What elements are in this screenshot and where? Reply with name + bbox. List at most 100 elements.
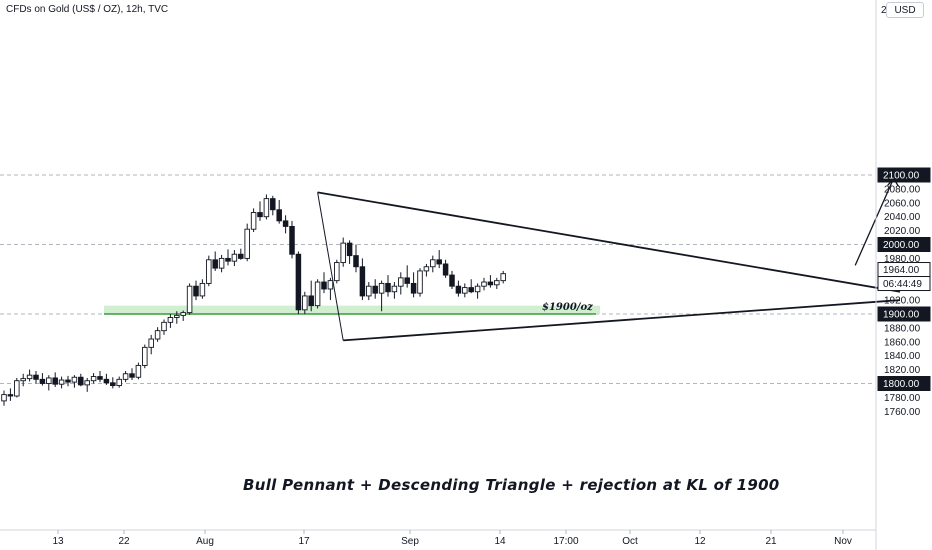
candle-down <box>52 377 58 385</box>
price-label-box <box>877 167 931 183</box>
candle-up <box>84 380 90 386</box>
key-level-label: $1900/oz <box>542 302 593 313</box>
candle-up <box>135 364 142 378</box>
support-zone-band <box>104 305 600 314</box>
triangle-left-edge <box>317 192 344 341</box>
candle-up <box>327 280 334 290</box>
candle-down <box>436 259 442 265</box>
price-label-text: 1800.00 <box>883 379 920 390</box>
candle-up <box>174 314 180 318</box>
candle-up <box>161 321 167 332</box>
candle-up <box>244 228 250 259</box>
candle-down <box>110 382 116 387</box>
candle-up <box>186 285 193 314</box>
price-label-text: 2000.00 <box>883 240 920 251</box>
price-label-text: 06:44:49 <box>883 279 922 290</box>
candle-up <box>206 259 212 284</box>
candle-up <box>494 280 500 286</box>
candle-up <box>116 378 122 387</box>
price-label-text: 2100.00 <box>883 171 920 182</box>
candle-down <box>308 295 314 307</box>
candle-down <box>321 281 327 290</box>
price-tick-label: 1780.00 <box>884 393 921 404</box>
time-tick-label: 12 <box>694 536 706 547</box>
candle-up <box>199 282 206 297</box>
candlesticks <box>1 194 506 406</box>
candle-up <box>142 346 148 366</box>
candle-up <box>71 376 78 383</box>
candle-down <box>103 378 110 384</box>
time-tick-label: 22 <box>118 536 130 547</box>
candle-up <box>14 380 20 397</box>
price-tick-label: 1760.00 <box>884 407 921 418</box>
candle-up <box>154 330 161 340</box>
candle-up <box>462 287 468 294</box>
candle-up <box>366 285 372 297</box>
candle-down <box>442 263 449 276</box>
candle-down <box>270 198 276 211</box>
price-label-box <box>877 306 931 322</box>
price-label-text: 1964.00 <box>883 265 920 276</box>
candle-up <box>218 257 225 269</box>
time-tick-label: Sep <box>401 536 419 547</box>
candle-down <box>193 285 199 297</box>
candle-up <box>58 379 65 385</box>
candle-down <box>97 376 103 380</box>
candle-up <box>302 295 308 311</box>
price-axis[interactable]: 1760.00 1780.00 1800.00 1820.00 1840.00 1860.… <box>875 0 931 550</box>
price-tick-label: 1840.00 <box>884 351 921 362</box>
candle-down <box>410 282 417 294</box>
time-tick-label: Oct <box>622 536 638 547</box>
candle-up <box>26 374 33 380</box>
candle-up <box>231 253 238 262</box>
candle-down <box>449 274 455 287</box>
candle-up <box>263 198 270 218</box>
candle-down <box>455 285 462 294</box>
price-tick-label: 2020.00 <box>884 226 921 237</box>
price-tick-label: 2080.00 <box>884 184 921 195</box>
price-label-box <box>877 276 931 292</box>
time-tick-label: 14 <box>494 536 506 547</box>
candle-down <box>359 266 366 297</box>
candle-down <box>372 285 378 294</box>
candle-up <box>250 212 257 230</box>
price-tick-label: 1980.00 <box>884 254 921 265</box>
candle-up <box>122 373 129 380</box>
candle-down <box>487 281 494 286</box>
price-tick-label: 2040.00 <box>884 212 921 223</box>
candle-up <box>90 376 97 382</box>
projection-arrow-shaft <box>854 178 895 266</box>
candle-down <box>468 287 474 293</box>
time-axis[interactable]: 13 22 Aug 17 Sep 14 17:00 Oct 12 21 Nov <box>0 529 876 547</box>
price-tick-label: 1880.00 <box>884 323 921 334</box>
candle-up <box>474 285 481 293</box>
price-tick-label: 1820.00 <box>884 365 921 376</box>
candle-down <box>65 379 71 383</box>
candle-up <box>180 312 186 316</box>
candle-up <box>334 262 340 282</box>
candle-down <box>353 255 359 268</box>
candle-up <box>20 378 26 382</box>
candle-down <box>78 376 84 386</box>
candle-down <box>346 242 353 257</box>
candle-down <box>212 259 218 269</box>
time-tick-label: 21 <box>765 536 777 547</box>
candle-up <box>340 242 346 264</box>
candle-down <box>257 212 263 218</box>
candle-down <box>129 373 135 378</box>
candle-down <box>295 253 302 311</box>
time-tick-label: 17:00 <box>553 536 578 547</box>
candle-up <box>148 338 154 348</box>
candle-up <box>314 281 321 307</box>
price-label-box <box>877 376 931 391</box>
currency-button[interactable]: USD <box>886 2 924 18</box>
symbol-title: CFDs on Gold (US$ / OZ), 12h, TVC <box>6 4 169 15</box>
candle-down <box>39 378 46 384</box>
candle-up <box>481 281 487 287</box>
grid-lines <box>0 174 874 384</box>
price-tick-label: 1860.00 <box>884 337 921 348</box>
candle-down <box>404 277 410 284</box>
triangle-upper-line <box>317 191 901 293</box>
time-tick-label: Nov <box>834 536 852 547</box>
